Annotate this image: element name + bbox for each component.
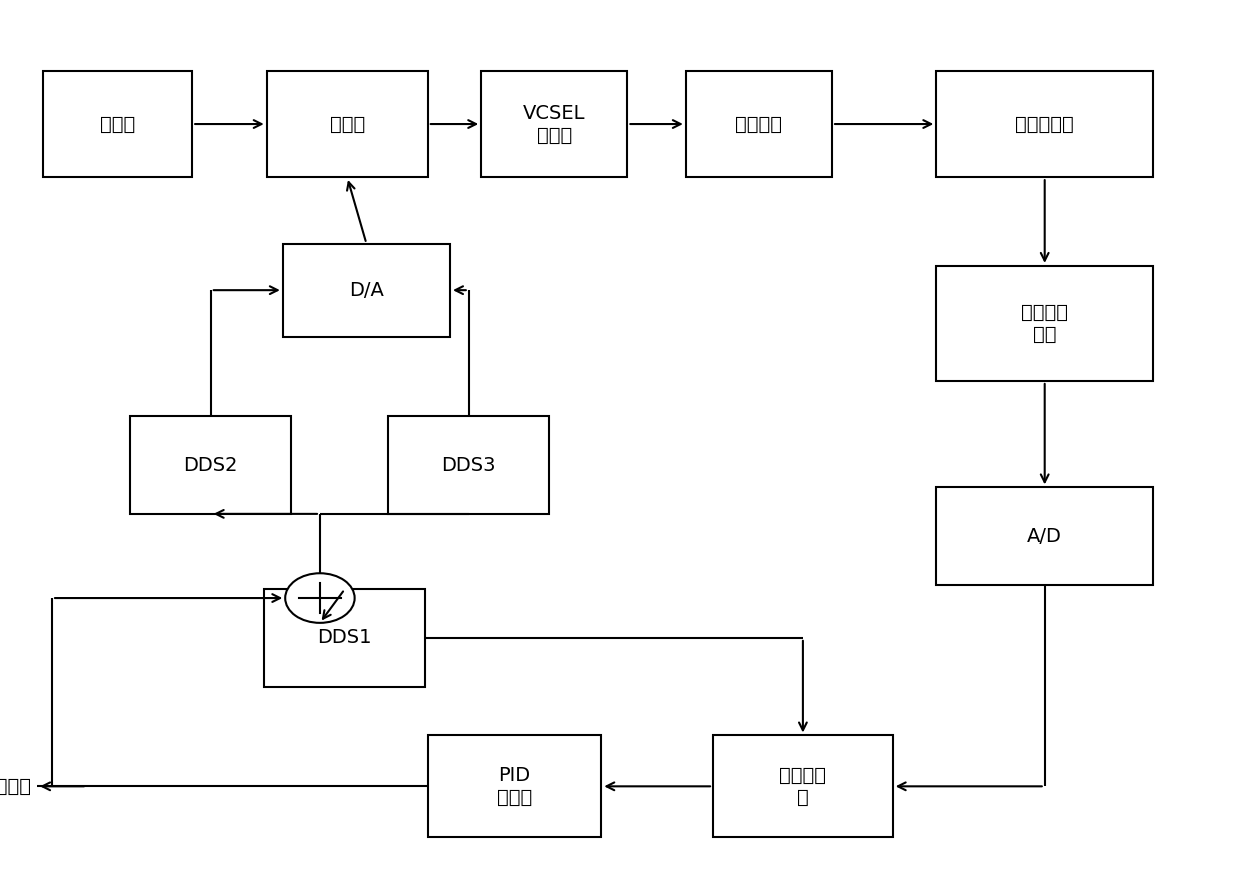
FancyBboxPatch shape	[283, 244, 450, 337]
FancyBboxPatch shape	[686, 71, 832, 177]
FancyBboxPatch shape	[388, 416, 549, 514]
Text: 滤波放大
电路: 滤波放大 电路	[1022, 303, 1068, 344]
FancyBboxPatch shape	[936, 71, 1153, 177]
FancyBboxPatch shape	[267, 71, 428, 177]
Circle shape	[285, 573, 355, 623]
Text: 原子气室: 原子气室	[735, 114, 782, 134]
Text: 光电探测器: 光电探测器	[1016, 114, 1074, 134]
FancyBboxPatch shape	[936, 487, 1153, 585]
FancyBboxPatch shape	[936, 266, 1153, 381]
Text: A/D: A/D	[1027, 526, 1063, 546]
Text: 相敏检波
器: 相敏检波 器	[780, 766, 826, 807]
Text: PID
控制器: PID 控制器	[497, 766, 532, 807]
FancyBboxPatch shape	[481, 71, 627, 177]
Text: VCSEL
激光器: VCSEL 激光器	[523, 104, 585, 144]
FancyBboxPatch shape	[130, 416, 291, 514]
FancyBboxPatch shape	[43, 71, 192, 177]
Text: 磁场输出: 磁场输出	[0, 777, 31, 796]
Text: 微波源: 微波源	[100, 114, 135, 134]
Text: D/A: D/A	[348, 281, 384, 299]
Text: DDS3: DDS3	[441, 455, 496, 475]
Text: 混频器: 混频器	[330, 114, 365, 134]
FancyBboxPatch shape	[428, 735, 601, 837]
FancyBboxPatch shape	[264, 589, 425, 687]
Text: DDS2: DDS2	[184, 455, 238, 475]
Text: DDS1: DDS1	[317, 628, 372, 648]
FancyBboxPatch shape	[713, 735, 893, 837]
